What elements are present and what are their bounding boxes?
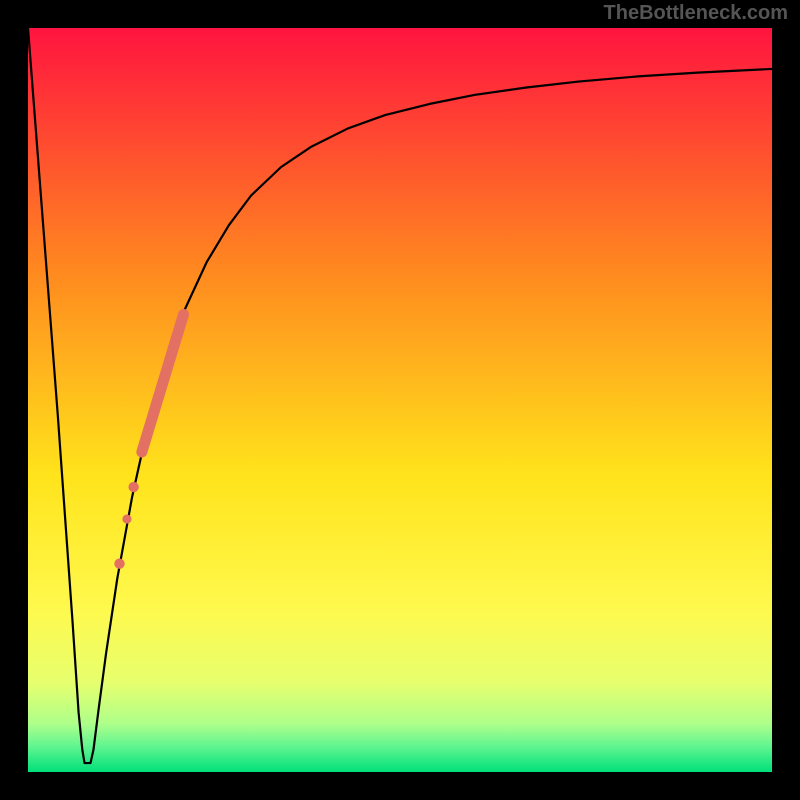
outer-frame: TheBottleneck.com [0,0,800,800]
plot-svg [28,28,772,772]
marker-dot [114,558,124,568]
marker-dot [128,482,138,492]
watermark-text: TheBottleneck.com [604,2,788,25]
marker-dot [122,514,131,523]
gradient-background [28,28,772,772]
